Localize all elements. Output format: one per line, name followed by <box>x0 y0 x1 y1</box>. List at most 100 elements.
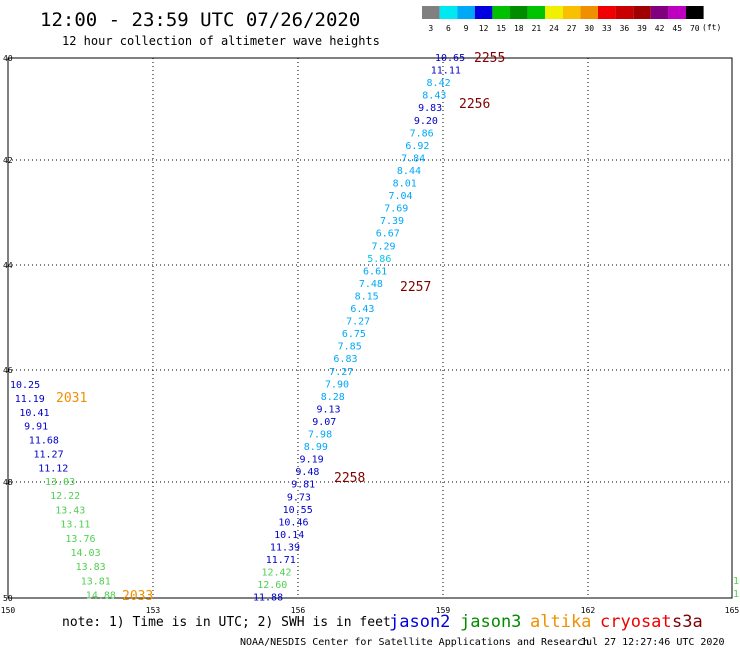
satellite-name: cryosat <box>600 612 672 632</box>
map-subtitle: 12 hour collection of altimeter wave hei… <box>62 34 380 48</box>
legend-label: 36 <box>620 24 630 33</box>
footer-stamp: Jul 27 12:27:46 UTC 2020 <box>580 637 725 648</box>
longitude-label: 162 <box>581 606 596 615</box>
legend-swatch <box>598 6 616 19</box>
wave-height-value: 14.88 <box>86 591 116 602</box>
longitude-label: 165 <box>725 606 740 615</box>
legend-label: 39 <box>637 24 647 33</box>
wave-height-value: 6.75 <box>342 329 366 340</box>
latitude-label: 40 <box>3 54 13 63</box>
wave-height-value: 6.43 <box>350 304 374 315</box>
time-labels: 2031 2033 2255 2256 2257 2258 <box>56 51 505 604</box>
wave-height-value: 8.99 <box>304 442 328 453</box>
legend-label: 18 <box>514 24 524 33</box>
legend-unit: (ft) <box>702 23 721 32</box>
pass-time-label: 2033 <box>122 589 153 604</box>
legend-swatch <box>686 6 704 19</box>
legend-label: 70 <box>690 24 700 33</box>
wave-height-value: 7.84 <box>401 153 425 164</box>
legend-swatch <box>545 6 563 19</box>
wave-height-value: 7.69 <box>384 204 408 215</box>
wave-height-value: 6.67 <box>376 229 400 240</box>
wave-height-value: 7.90 <box>325 379 349 390</box>
wave-height-value: 5.86 <box>367 254 391 265</box>
legend-label: 24 <box>549 24 559 33</box>
legend-label: 27 <box>567 24 577 33</box>
wave-height-value: 10.41 <box>19 408 49 419</box>
wave-height-value: 8.44 <box>397 166 421 177</box>
wave-height-value: 10.25 <box>10 380 40 391</box>
y-axis-labels: 40 42 44 46 48 50 <box>3 54 13 603</box>
legend-swatch <box>562 6 581 19</box>
wave-height-value: 7.39 <box>380 216 404 227</box>
legend-label: 45 <box>672 24 682 33</box>
wave-height-value: 7.85 <box>338 342 362 353</box>
wave-height-value: 12.60 <box>257 580 287 591</box>
wave-height-value: 11.68 <box>29 436 59 447</box>
legend-swatch <box>650 6 669 19</box>
longitude-label: 153 <box>146 606 161 615</box>
wave-height-value: 9.81 <box>291 480 315 491</box>
wave-height-value: 7.86 <box>410 128 434 139</box>
wave-height-value: 9.19 <box>300 455 324 466</box>
wave-height-value: 11.39 <box>270 542 300 553</box>
wave-height-value: 6.92 <box>405 141 429 152</box>
wave-height-value: 11.19 <box>15 394 45 405</box>
wave-height-value: 13.11 <box>60 520 90 531</box>
wave-height-value: 9.48 <box>295 467 319 478</box>
track-edge-values: 11 <box>733 576 739 600</box>
satellite-name: s3a <box>672 612 703 632</box>
legend-swatch <box>633 6 651 19</box>
legend-label: 42 <box>655 24 665 33</box>
wave-height-value: 11.71 <box>266 555 296 566</box>
legend-swatch <box>527 6 546 19</box>
pass-time-label: 2258 <box>334 471 365 486</box>
latitude-label: 46 <box>3 366 13 375</box>
footer-note: note: 1) Time is in UTC; 2) SWH is in fe… <box>62 615 391 630</box>
latitude-label: 50 <box>3 594 13 603</box>
longitude-label: 159 <box>436 606 451 615</box>
wave-height-value: 8.28 <box>321 392 345 403</box>
wave-height-value: 7.48 <box>359 279 383 290</box>
footer-credit: NOAA/NESDIS Center for Satellite Applica… <box>240 637 589 648</box>
wave-height-value: 9.83 <box>418 103 442 114</box>
wave-height-value: 9.07 <box>312 417 336 428</box>
map-title: 12:00 - 23:59 UTC 07/26/2020 <box>40 9 360 31</box>
wave-height-value: 8.01 <box>393 179 417 190</box>
satellite-name: altika <box>530 612 591 632</box>
legend-label: 3 <box>428 24 433 33</box>
wave-height-value: 7.27 <box>346 317 370 328</box>
legend-label: 33 <box>602 24 612 33</box>
pass-time-label: 2031 <box>56 391 87 406</box>
wave-height-value: 8.42 <box>427 78 451 89</box>
wave-height-value: 10.46 <box>278 517 308 528</box>
grid-lines <box>8 57 732 598</box>
legend-swatch <box>422 6 440 19</box>
wave-height-value: 8.43 <box>422 91 446 102</box>
satellite-legend: jason2 jason3 altika cryosat s3a <box>389 612 703 632</box>
wave-height-value: 10.14 <box>274 530 304 541</box>
legend-label: 21 <box>532 24 542 33</box>
wave-height-value: 7.98 <box>308 430 332 441</box>
pass-time-label: 2256 <box>459 97 490 112</box>
track-c-values: 10.65 11.118.42 8.439.83 9.207.86 6.927.84 8.… <box>253 53 465 604</box>
longitude-label: 156 <box>291 606 306 615</box>
legend-swatch <box>668 6 686 19</box>
track-a-values: 10.25 11.19 10.41 9.91 11.68 11.27 11.12 <box>10 380 68 474</box>
wave-height-value: 6.83 <box>333 354 357 365</box>
wave-height-value: 10.55 <box>283 505 313 516</box>
wave-height-value: 13.81 <box>81 576 111 587</box>
legend-label: 9 <box>464 24 469 33</box>
wave-height-value: 9.20 <box>414 116 438 127</box>
legend-swatch <box>615 6 634 19</box>
legend-swatch <box>439 6 458 19</box>
wave-height-value: 11.88 <box>253 593 283 604</box>
wave-height-value: 8.15 <box>355 291 379 302</box>
legend-swatch <box>457 6 475 19</box>
wave-height-value: 6.61 <box>363 266 387 277</box>
wave-height-value: 9.91 <box>24 422 48 433</box>
wave-height-value: 11.12 <box>38 463 68 474</box>
wave-height-value: 1 <box>733 589 739 600</box>
longitude-label: 150 <box>1 606 16 615</box>
